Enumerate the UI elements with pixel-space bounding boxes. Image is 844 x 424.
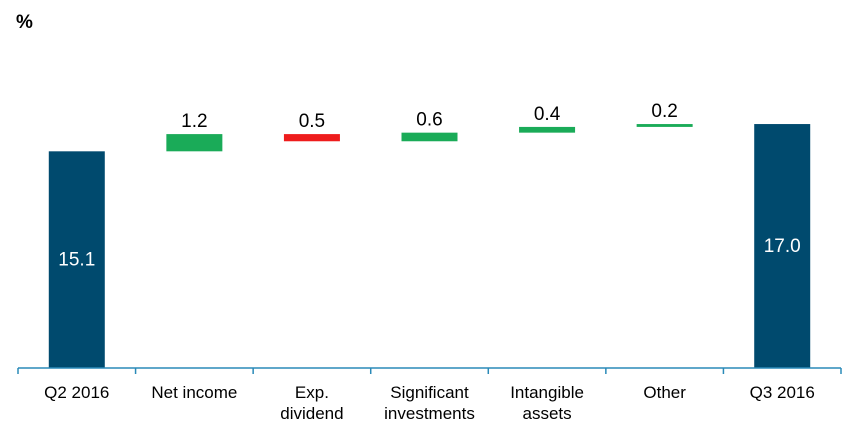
category-label-line: Intangible: [510, 383, 584, 402]
value-label-4: 0.4: [534, 104, 561, 125]
value-label-2: 0.5: [299, 111, 325, 132]
category-label-4: Intangible assets: [510, 383, 584, 423]
category-label-line: Q2 2016: [44, 383, 109, 402]
bars-layer: [48, 124, 811, 368]
category-label-line: Other: [643, 383, 686, 402]
bar-5: [636, 124, 693, 127]
category-label-line: Net income: [151, 383, 237, 402]
bar-3: [401, 132, 458, 142]
value-label-3: 0.6: [416, 110, 442, 131]
category-label-line: dividend: [280, 404, 343, 423]
category-label-6: Q3 2016: [750, 383, 815, 402]
category-label-1: Net income: [151, 383, 237, 402]
unit-label: %: [16, 12, 33, 33]
category-label-3: Significant investments: [384, 383, 475, 423]
category-label-line: Exp.: [295, 383, 329, 402]
category-label-line: assets: [523, 404, 572, 423]
bar-0: [48, 151, 105, 368]
category-label-line: investments: [384, 404, 475, 423]
category-label-line: Significant: [390, 383, 469, 402]
value-label-5: 0.2: [651, 101, 677, 122]
value-label-0: 15.1: [58, 250, 95, 271]
bar-1: [166, 134, 223, 152]
value-labels-layer: 15.1 1.2 0.5 0.6 0.4 0.2 17.0: [58, 101, 800, 271]
category-label-line: Q3 2016: [750, 383, 815, 402]
value-label-1: 1.2: [181, 111, 207, 132]
category-label-0: Q2 2016: [44, 383, 109, 402]
bar-6: [754, 124, 811, 368]
bar-4: [519, 126, 576, 133]
category-label-2: Exp. dividend: [280, 383, 343, 423]
category-labels-layer: Q2 2016 Net income Exp. dividend Significant…: [44, 383, 815, 423]
category-label-5: Other: [643, 383, 686, 402]
value-label-6: 17.0: [764, 236, 801, 257]
bar-2: [283, 134, 340, 142]
x-axis: [17, 367, 842, 374]
